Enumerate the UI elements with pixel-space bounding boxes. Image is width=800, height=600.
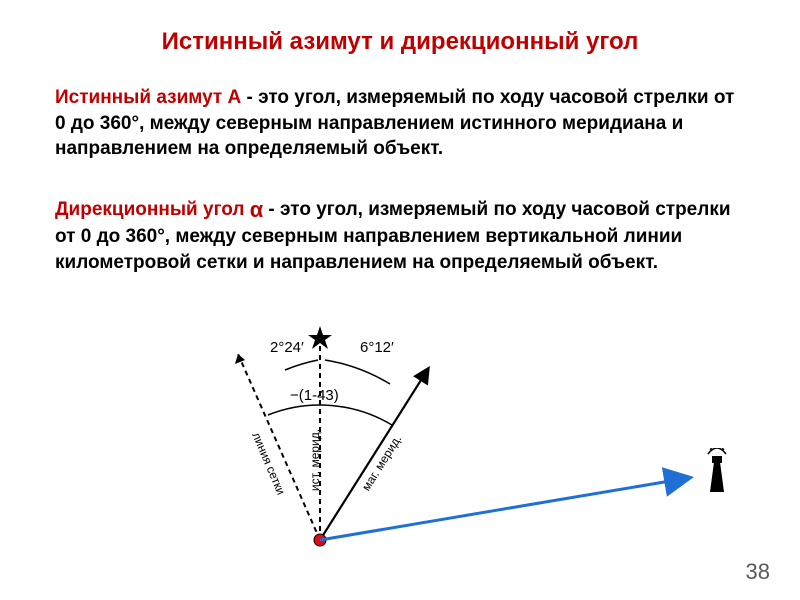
label-grid-line: линия сетки — [249, 430, 288, 497]
slide-title: Истинный азимут и дирекционный угол — [0, 28, 800, 56]
term2-alpha: α — [250, 197, 263, 222]
azimuth-diagram: ист. мерид. линия сетки маг. мерид. 2°24… — [160, 310, 480, 570]
paragraph-1: Истинный азимут А - это угол, измеряемый… — [55, 85, 745, 162]
term2-pre: Дирекционный угол — [55, 199, 250, 220]
label-total-angle: −(1-43) — [290, 387, 339, 404]
label-true-meridian: ист. мерид. — [308, 429, 322, 491]
page-number: 38 — [746, 559, 770, 585]
star-icon — [308, 326, 332, 349]
slide: Истинный азимут и дирекционный угол Исти… — [0, 0, 800, 600]
term-2: Дирекционный угол α — [55, 199, 263, 220]
paragraph-2: Дирекционный угол α - это угол, измеряем… — [55, 195, 745, 276]
label-left-angle: 2°24′ — [270, 339, 304, 356]
label-right-angle: 6°12′ — [360, 339, 394, 356]
term-1: Истинный азимут А — [55, 87, 246, 108]
beacon-icon — [700, 448, 730, 497]
origin-point — [314, 534, 326, 546]
title-text: Истинный азимут и дирекционный угол — [162, 28, 639, 55]
